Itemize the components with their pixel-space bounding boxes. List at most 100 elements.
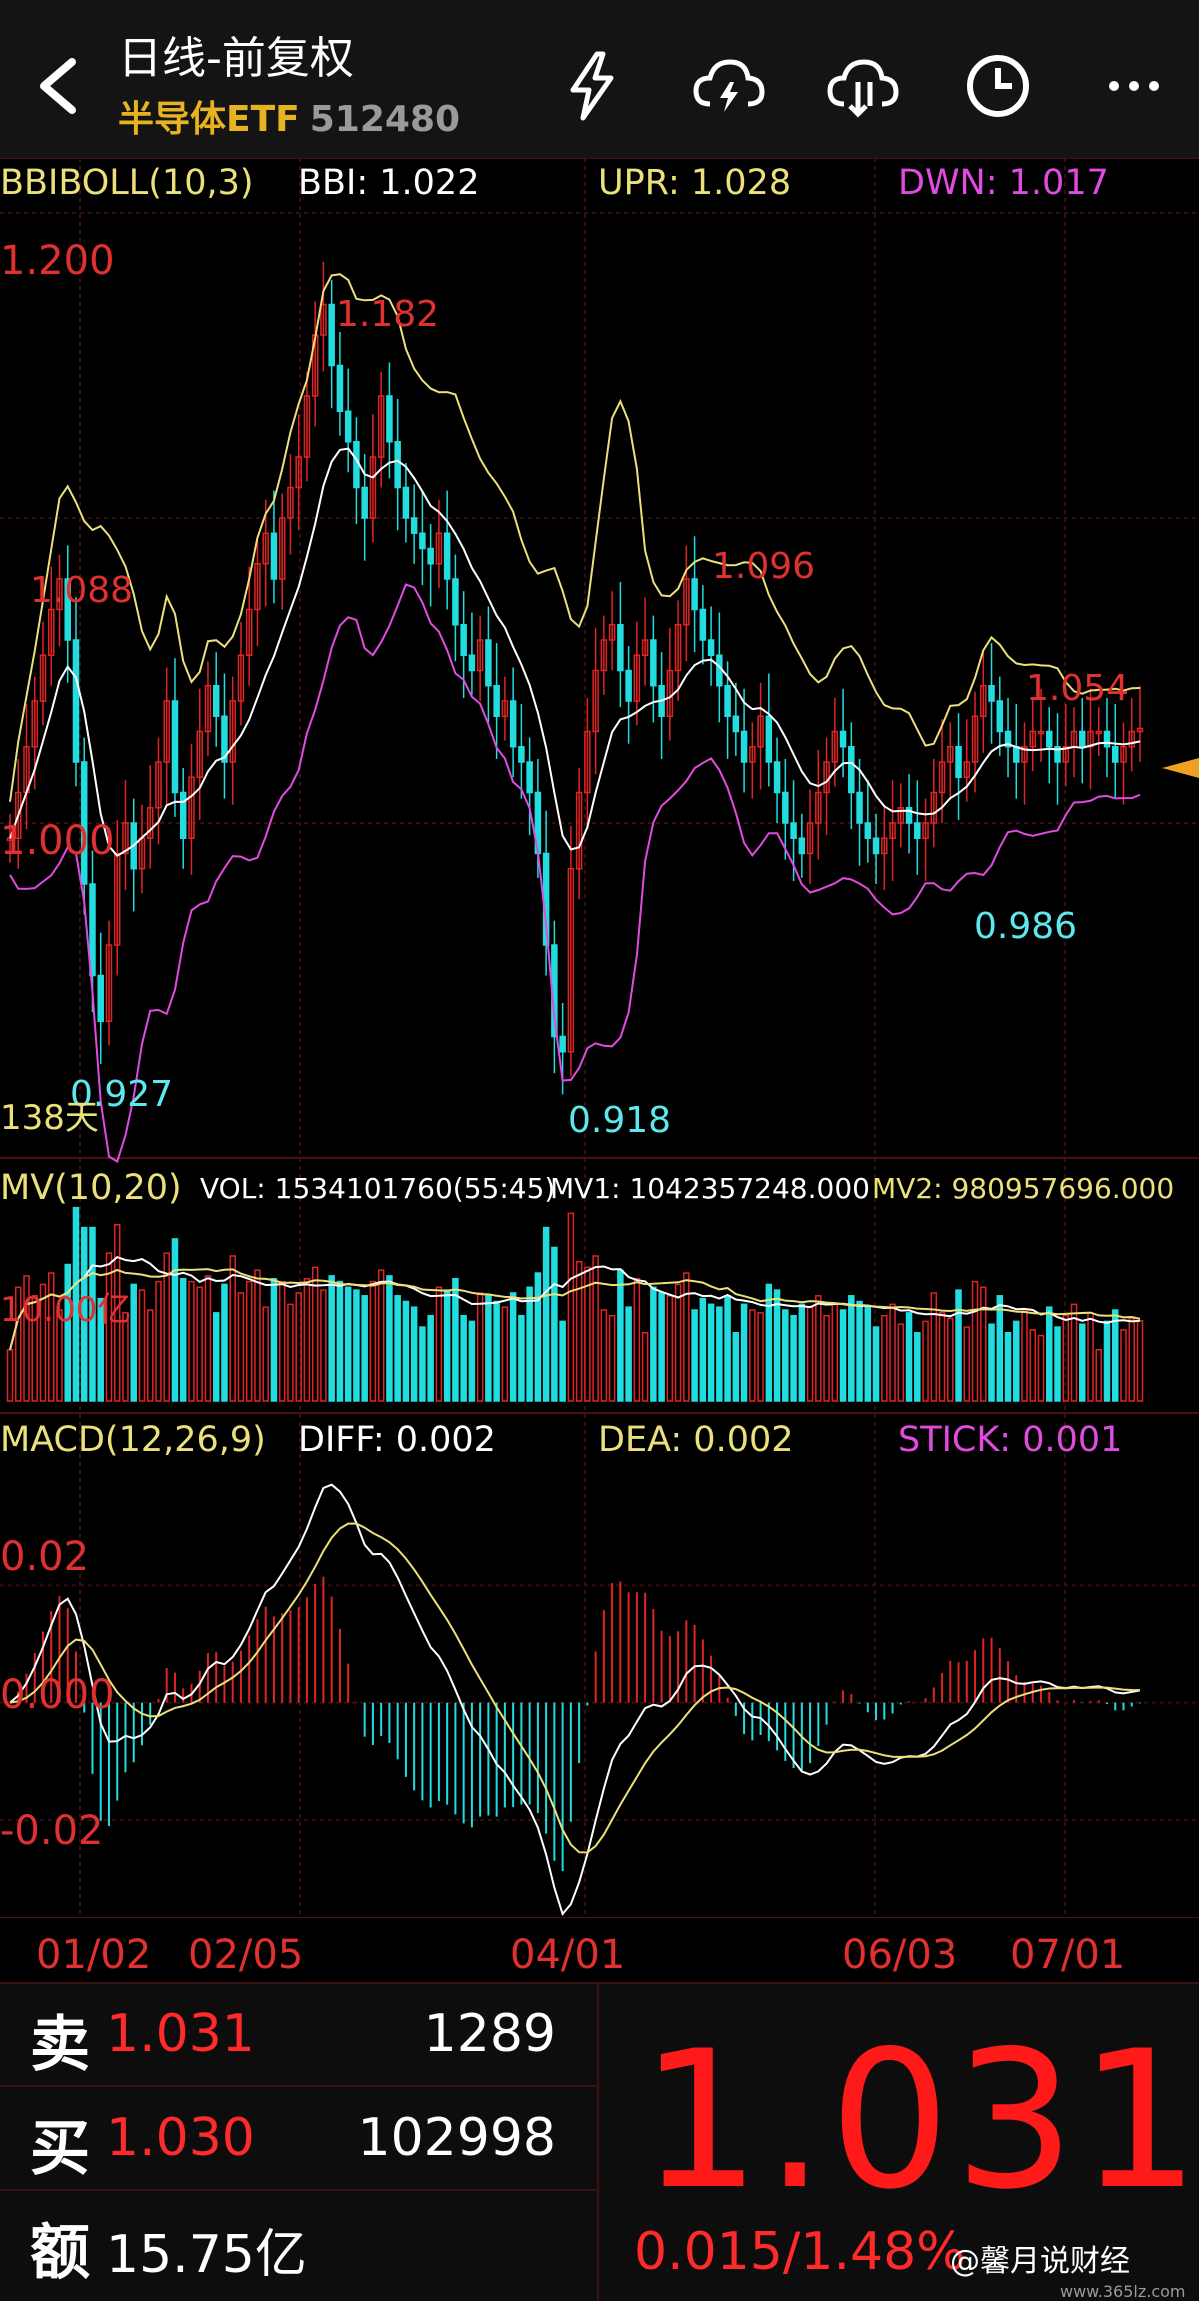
candle-body-135 — [1120, 746, 1127, 763]
vol-bar-114 — [947, 1317, 954, 1402]
candle-body-125 — [1037, 730, 1045, 735]
vol-bar-117 — [971, 1280, 979, 1402]
header-bar: 日线-前复权 半导体ETF 512480 — [0, 0, 1199, 158]
vol-bar-6 — [56, 1309, 63, 1402]
vol-bar-121 — [1004, 1332, 1012, 1402]
buy-row[interactable]: 买 1.030 102998 — [0, 2086, 598, 2188]
vol-bar-131 — [1087, 1312, 1094, 1402]
vol-bar-36 — [303, 1277, 311, 1402]
cloud-download-icon[interactable] — [822, 46, 902, 126]
candle-body-19 — [163, 700, 170, 763]
vol-bar-106 — [881, 1314, 888, 1402]
vol-bar-89 — [740, 1303, 748, 1402]
candle-body-100 — [831, 730, 839, 763]
clock-icon[interactable] — [958, 46, 1038, 126]
candle-body-17 — [146, 807, 154, 839]
vol-bar-64 — [534, 1272, 542, 1402]
vol-bar-24 — [204, 1275, 212, 1402]
candle-body-14 — [122, 822, 129, 855]
vol-bar-126 — [1046, 1306, 1053, 1402]
security-name[interactable]: 半导体ETF 512480 — [118, 90, 460, 142]
vol-bar-90 — [749, 1309, 756, 1402]
vol-bar-22 — [188, 1280, 195, 1402]
vol-bar-120 — [996, 1295, 1004, 1402]
candle-body-96 — [798, 837, 806, 855]
diff-line — [9, 1483, 1141, 1917]
chart-title: 日线-前复权 — [118, 33, 354, 84]
mv1-line — [9, 1255, 1141, 1351]
vol-bar-82 — [683, 1272, 690, 1402]
vol-bar-19 — [163, 1252, 170, 1402]
cloud-lightning-icon[interactable] — [688, 46, 768, 126]
upr-line — [9, 273, 1141, 802]
annotation-1088: 1.088 — [30, 570, 134, 611]
candle-body-44 — [369, 456, 377, 519]
vol-bar-5 — [47, 1272, 55, 1402]
sell-row[interactable]: 卖 1.031 1289 — [0, 1982, 598, 2084]
vol-bar-80 — [666, 1295, 674, 1402]
candle-body-34 — [287, 486, 294, 519]
candle-body-123 — [1021, 746, 1028, 763]
macd-axis-top: 0.02 — [0, 1534, 90, 1580]
candle-body-83 — [691, 578, 698, 611]
candle-body-8 — [72, 639, 80, 763]
vol-bar-50 — [419, 1326, 426, 1402]
candle-body-54 — [452, 578, 459, 626]
candle-body-93 — [773, 761, 781, 794]
vol-bar-77 — [641, 1332, 649, 1402]
vol-bar-118 — [980, 1286, 987, 1402]
candle-body-4 — [39, 654, 47, 702]
candle-body-3 — [31, 700, 38, 748]
vol-bar-67 — [559, 1320, 566, 1402]
amount-value: 15.75亿 — [106, 2225, 307, 2285]
vol-bar-111 — [922, 1320, 929, 1402]
vol-bar-104 — [864, 1306, 872, 1402]
vol-value: VOL: 1534101760(55:45) — [200, 1172, 556, 1205]
candle-body-127 — [1054, 746, 1061, 763]
candle-body-117 — [971, 715, 979, 763]
sell-label: 卖 — [30, 2010, 90, 2080]
vol-bar-62 — [518, 1314, 525, 1402]
candle-body-7 — [64, 578, 71, 641]
back-arrow-icon[interactable] — [20, 46, 100, 126]
diff-value: DIFF: 0.002 — [298, 1420, 496, 1460]
vol-bar-66 — [551, 1246, 558, 1402]
candle-body-87 — [724, 685, 731, 717]
kline-chart[interactable] — [0, 158, 1199, 1918]
candle-body-26 — [221, 715, 228, 763]
candle-body-58 — [485, 639, 492, 687]
candle-body-116 — [963, 761, 971, 778]
dea-line — [9, 1522, 1141, 1854]
candle-body-61 — [509, 700, 517, 748]
candle-body-119 — [988, 685, 995, 702]
candle-body-82 — [683, 578, 690, 626]
vol-bar-84 — [699, 1297, 707, 1402]
more-icon[interactable] — [1094, 46, 1174, 126]
vol-bar-58 — [485, 1295, 492, 1402]
candle-body-28 — [237, 654, 245, 702]
vol-bar-105 — [872, 1326, 880, 1402]
vol-bar-49 — [410, 1306, 418, 1402]
candle-body-105 — [872, 837, 880, 855]
candle-body-62 — [518, 746, 525, 763]
vol-bar-12 — [105, 1252, 113, 1402]
vol-bar-41 — [344, 1286, 352, 1402]
vol-bar-87 — [724, 1295, 731, 1402]
candle-body-101 — [839, 730, 847, 748]
candle-body-120 — [996, 700, 1004, 733]
candle-body-25 — [212, 685, 220, 717]
vol-bar-130 — [1079, 1323, 1086, 1402]
candle-body-27 — [229, 700, 236, 763]
candle-body-6 — [56, 578, 63, 611]
vol-bar-39 — [328, 1275, 335, 1402]
annotation-1054: 1.054 — [1026, 668, 1130, 709]
vol-bar-11 — [97, 1297, 104, 1402]
candle-body-30 — [254, 563, 261, 611]
vol-bar-128 — [1062, 1314, 1070, 1402]
macd-label: MACD(12,26,9) — [0, 1420, 266, 1460]
candle-body-76 — [633, 654, 641, 702]
vol-bar-78 — [650, 1286, 657, 1402]
candle-body-12 — [105, 944, 113, 1022]
vol-bar-108 — [897, 1323, 905, 1402]
lightning-icon[interactable] — [553, 46, 633, 126]
